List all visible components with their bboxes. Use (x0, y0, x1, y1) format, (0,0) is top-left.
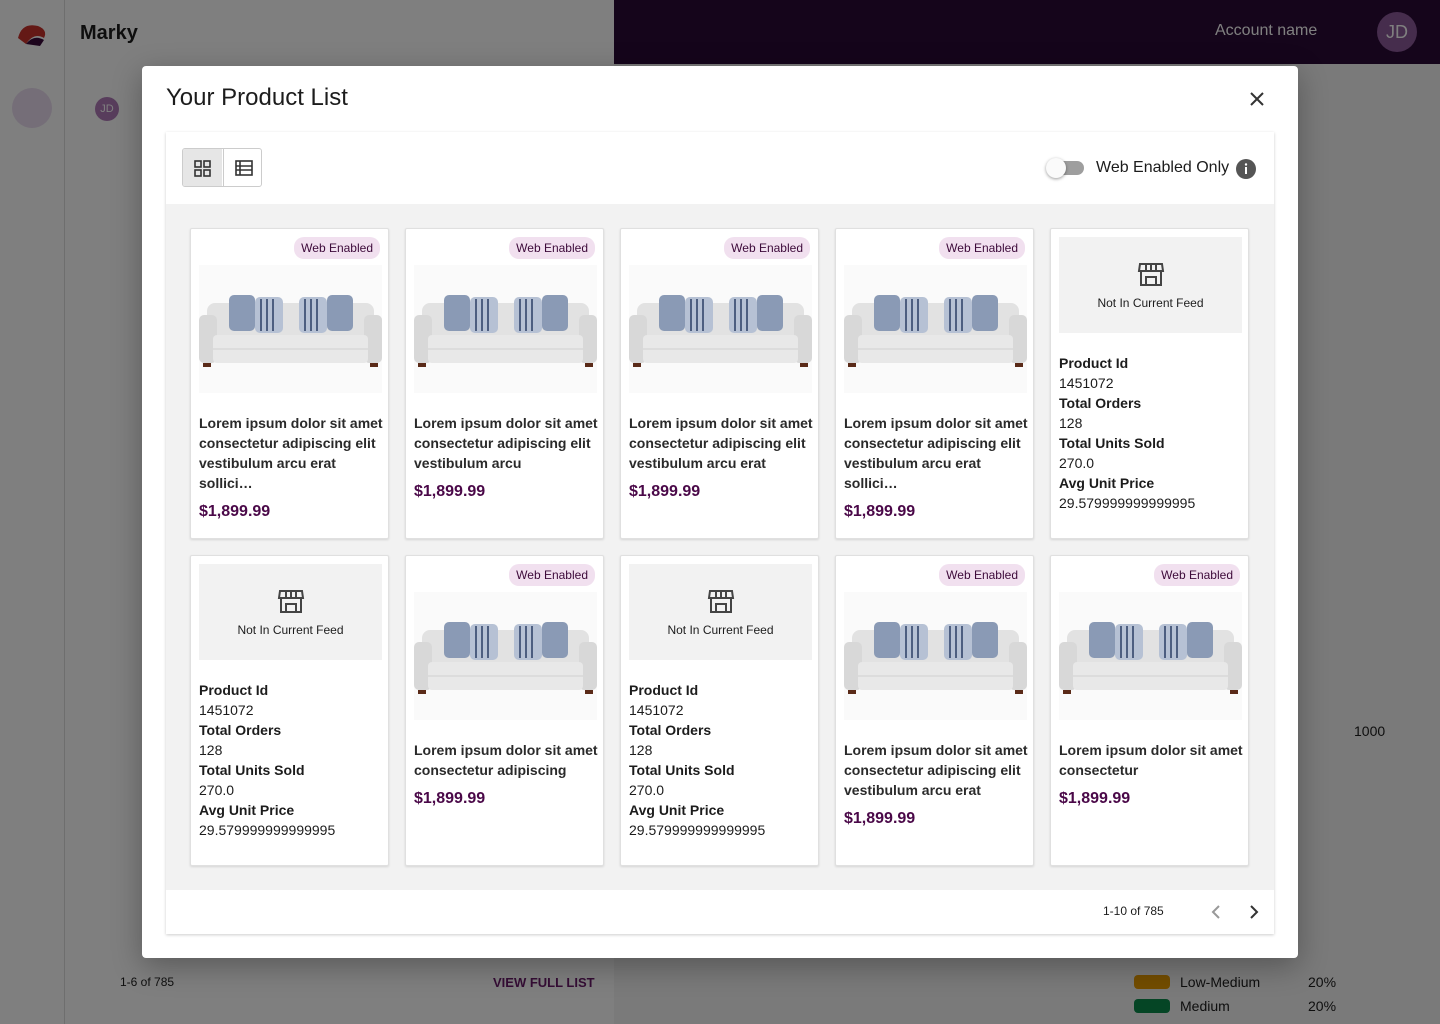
product-info: Lorem ipsum dolor sit amet consectetur a… (629, 413, 815, 502)
product-price: $1,899.99 (1059, 790, 1131, 807)
field-label: Product Id (1059, 355, 1129, 371)
list-container: Web Enabled Only Web Enabled Lorem ipsum … (166, 132, 1274, 934)
modal-pagination: 1-10 of 785 (1103, 904, 1164, 918)
product-card[interactable]: Not In Current Feed Product Id 1451072 Tota… (190, 555, 389, 866)
product-price: $1,899.99 (629, 483, 701, 500)
product-card[interactable]: Web Enabled Lorem ipsum dolor sit amet co… (835, 555, 1034, 866)
field-label: Avg Unit Price (629, 802, 725, 818)
product-image (1059, 592, 1242, 720)
product-card[interactable]: Web Enabled Lorem ipsum dolor sit amet co… (405, 228, 604, 539)
field-value: 1451072 (199, 702, 254, 718)
product-description: Lorem ipsum dolor sit amet consectetur a… (844, 415, 1028, 491)
product-info: Lorem ipsum dolor sit amet consectetur a… (844, 413, 1030, 522)
web-badge: Web Enabled (509, 237, 595, 259)
product-price: $1,899.99 (844, 503, 916, 520)
product-price: $1,899.99 (414, 483, 486, 500)
web-badge: Web Enabled (939, 564, 1025, 586)
toggle-label: Web Enabled Only (1096, 159, 1230, 176)
not-in-feed: Not In Current Feed (1059, 237, 1242, 333)
not-in-feed: Not In Current Feed (629, 564, 812, 660)
product-card[interactable]: Web Enabled Lorem ipsum dolor sit amet co… (835, 228, 1034, 539)
product-image (414, 592, 597, 720)
field-value: 270.0 (1059, 455, 1095, 471)
product-description: Lorem ipsum dolor sit amet consectetur a… (629, 415, 813, 471)
toggle-switch[interactable] (1046, 158, 1084, 178)
field-label: Total Units Sold (199, 762, 305, 778)
product-info: Lorem ipsum dolor sit amet consectetur a… (844, 740, 1030, 829)
field-value: 128 (629, 742, 653, 758)
product-grid: Web Enabled Lorem ipsum dolor sit amet co… (166, 204, 1274, 890)
product-card[interactable]: Not In Current Feed Product Id 1451072 Tota… (1050, 228, 1249, 539)
feed-status: Not In Current Feed (1097, 296, 1204, 310)
product-description: Lorem ipsum dolor sit amet consectetur a… (414, 415, 598, 471)
field-label: Avg Unit Price (199, 802, 295, 818)
product-description: Lorem ipsum dolor sit amet consectetur a… (844, 742, 1028, 798)
field-label: Total Units Sold (629, 762, 735, 778)
product-image (844, 265, 1027, 393)
product-fields: Product Id 1451072 Total Orders 128 Total Un… (1059, 353, 1195, 513)
field-value: 29.579999999999995 (629, 822, 766, 838)
web-badge: Web Enabled (509, 564, 595, 586)
product-price: $1,899.99 (199, 503, 271, 520)
not-in-feed: Not In Current Feed (199, 564, 382, 660)
product-card[interactable]: Not In Current Feed Product Id 1451072 Tota… (620, 555, 819, 866)
field-value: 270.0 (199, 782, 235, 798)
field-label: Total Orders (1059, 395, 1142, 411)
product-image (199, 265, 382, 393)
product-fields: Product Id 1451072 Total Orders 128 Total Un… (199, 680, 335, 840)
field-value: 128 (199, 742, 223, 758)
product-image (629, 265, 812, 393)
modal-title: Your Product List (166, 84, 348, 111)
web-badge: Web Enabled (724, 237, 810, 259)
product-info: Lorem ipsum dolor sit amet consectetur a… (414, 740, 600, 809)
field-label: Total Orders (199, 722, 282, 738)
product-modal: Your Product List Web Enabled Only Web E… (142, 66, 1298, 958)
web-badge: Web Enabled (939, 237, 1025, 259)
grid-view-button[interactable] (183, 149, 222, 186)
web-badge: Web Enabled (1154, 564, 1240, 586)
product-info: Lorem ipsum dolor sit amet consectetur a… (414, 413, 600, 502)
product-description: Lorem ipsum dolor sit amet consectetur a… (414, 742, 598, 778)
field-label: Avg Unit Price (1059, 475, 1155, 491)
product-price: $1,899.99 (414, 790, 486, 807)
product-image (844, 592, 1027, 720)
product-card[interactable]: Web Enabled Lorem ipsum dolor sit amet co… (1050, 555, 1249, 866)
field-label: Product Id (629, 682, 699, 698)
next-page[interactable] (1244, 902, 1264, 922)
feed-status: Not In Current Feed (667, 623, 774, 637)
close-button[interactable] (1248, 90, 1266, 108)
product-image (414, 265, 597, 393)
field-value: 29.579999999999995 (1059, 495, 1196, 511)
product-card[interactable]: Web Enabled Lorem ipsum dolor sit amet co… (405, 555, 604, 866)
product-info: Lorem ipsum dolor sit amet consectetur a… (199, 413, 385, 522)
field-label: Total Units Sold (1059, 435, 1165, 451)
field-label: Product Id (199, 682, 269, 698)
field-value: 29.579999999999995 (199, 822, 336, 838)
field-value: 270.0 (629, 782, 665, 798)
web-badge: Web Enabled (294, 237, 380, 259)
feed-status: Not In Current Feed (237, 623, 344, 637)
field-value: 128 (1059, 415, 1083, 431)
field-label: Total Orders (629, 722, 712, 738)
info-icon[interactable] (1235, 158, 1257, 180)
product-card[interactable]: Web Enabled Lorem ipsum dolor sit amet co… (620, 228, 819, 539)
product-description: Lorem ipsum dolor sit amet consectetur (1059, 742, 1243, 778)
product-card[interactable]: Web Enabled Lorem ipsum dolor sit amet co… (190, 228, 389, 539)
product-fields: Product Id 1451072 Total Orders 128 Total Un… (629, 680, 765, 840)
product-description: Lorem ipsum dolor sit amet consectetur a… (199, 415, 383, 491)
field-value: 1451072 (629, 702, 684, 718)
view-toggle (182, 148, 262, 187)
field-value: 1451072 (1059, 375, 1114, 391)
product-price: $1,899.99 (844, 810, 916, 827)
product-info: Lorem ipsum dolor sit amet consectetur $1… (1059, 740, 1245, 809)
prev-page[interactable] (1206, 902, 1226, 922)
list-view-button[interactable] (223, 149, 261, 186)
